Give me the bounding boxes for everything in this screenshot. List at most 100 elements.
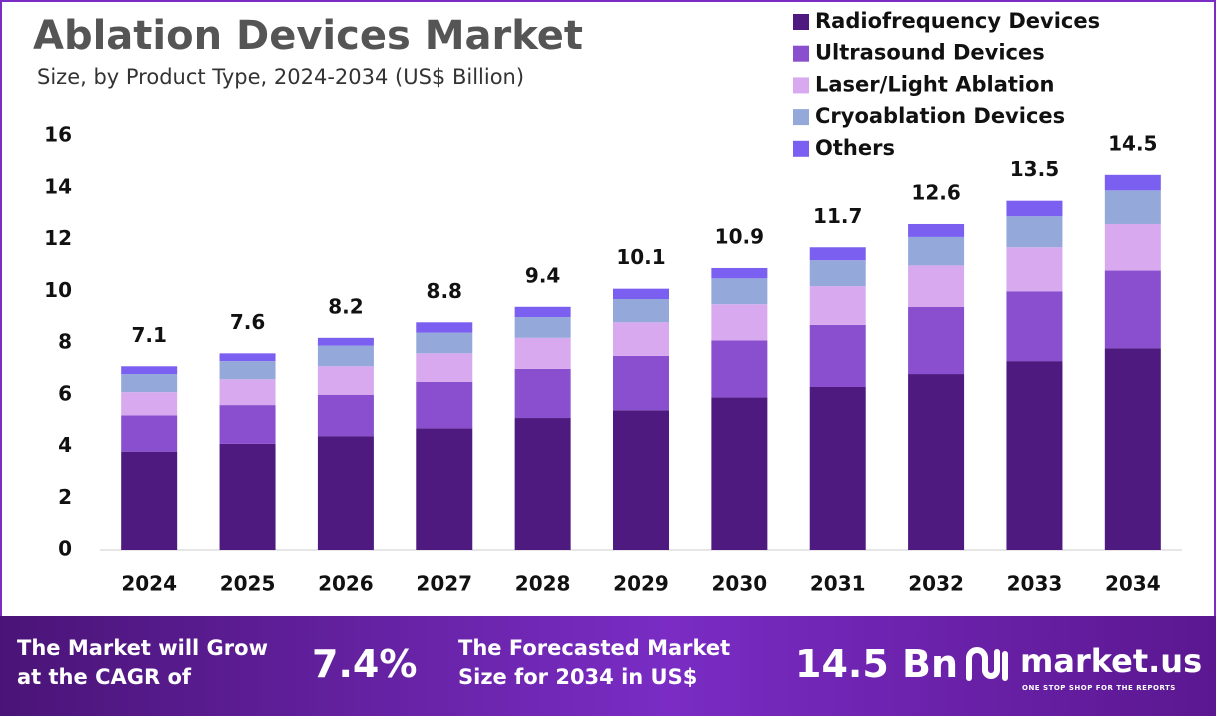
bar-segment — [416, 428, 473, 550]
bar-segment — [416, 353, 473, 382]
total-label: 12.6 — [911, 180, 960, 204]
bar-segment — [908, 236, 965, 266]
bar-segment — [219, 405, 276, 444]
chart: Ablation Devices Market Size, by Product… — [0, 0, 1216, 616]
bar-segment — [317, 436, 374, 550]
bar-segment — [514, 317, 571, 338]
x-tick-label: 2032 — [908, 572, 964, 596]
bar-segment — [1006, 291, 1063, 362]
total-label: 8.2 — [328, 294, 363, 318]
bar-segment — [711, 340, 768, 398]
y-tick-label: 12 — [44, 226, 72, 250]
tagline: ONE STOP SHOP FOR THE REPORTS — [1022, 684, 1176, 692]
bar-segment — [121, 415, 178, 452]
logo-icon — [966, 647, 1008, 681]
x-tick-label: 2025 — [220, 572, 276, 596]
total-label: 13.5 — [1010, 157, 1059, 181]
bar-segment — [317, 366, 374, 395]
x-tick-label: 2029 — [613, 572, 669, 596]
bar-segment — [809, 247, 866, 261]
bar-segment — [121, 366, 178, 375]
bar-segment — [1104, 190, 1161, 224]
bar-segment — [711, 304, 768, 341]
bar-segment — [908, 223, 965, 237]
total-label: 11.7 — [813, 204, 862, 228]
bar-segment — [613, 355, 669, 411]
bar-segment — [908, 306, 965, 375]
y-tick-label: 16 — [44, 123, 72, 147]
bar-segment — [514, 306, 571, 318]
size-value: 14.5 Bn — [795, 642, 959, 686]
x-tick-label: 2024 — [121, 572, 177, 596]
y-tick-label: 8 — [58, 330, 72, 354]
total-label: 10.9 — [715, 224, 764, 248]
bar-segment — [219, 443, 276, 550]
x-tick-label: 2031 — [810, 572, 866, 596]
bar-segment — [219, 361, 276, 380]
x-tick-label: 2033 — [1007, 572, 1063, 596]
bar-segment — [711, 397, 768, 550]
bar-segment — [711, 267, 768, 279]
bar-segment — [1104, 174, 1161, 191]
legend-label: Ultrasound Devices — [815, 41, 1045, 65]
bar-segment — [1006, 216, 1063, 248]
bar-segment — [317, 337, 374, 346]
y-tick-label: 0 — [58, 537, 72, 561]
bar-segment — [317, 394, 374, 437]
bar-segment — [1104, 270, 1161, 349]
total-label: 9.4 — [525, 263, 560, 287]
bar-segment — [416, 332, 473, 354]
y-tick-label: 2 — [58, 485, 72, 509]
total-label: 7.6 — [230, 310, 265, 334]
bar-segment — [219, 379, 276, 406]
legend-swatch — [793, 45, 809, 62]
cagr-value: 7.4% — [312, 642, 418, 686]
y-tick-label: 10 — [44, 278, 72, 302]
bar-segment — [416, 322, 473, 333]
bar-segment — [514, 418, 571, 550]
x-tick-label: 2034 — [1105, 572, 1161, 596]
legend-swatch — [793, 77, 809, 94]
bar-segment — [809, 386, 866, 550]
size-text: The Forecasted Market Size for 2034 in U… — [458, 636, 731, 689]
legend-swatch — [793, 14, 809, 30]
bar-segment — [1006, 200, 1063, 217]
legend-label: Radiofrequency Devices — [815, 9, 1100, 33]
brand: market.us — [1020, 642, 1203, 680]
footer: The Market will Grow at the CAGR of 7.4%… — [0, 616, 1216, 716]
frame — [0, 0, 1216, 616]
bar-segment — [809, 260, 866, 287]
total-label: 14.5 — [1108, 131, 1157, 155]
bar-segment — [613, 322, 669, 356]
bar-segment — [1006, 361, 1063, 550]
x-tick-label: 2026 — [318, 572, 374, 596]
bar-segment — [121, 374, 178, 393]
bar-segment — [613, 288, 669, 300]
x-tick-label: 2030 — [712, 572, 768, 596]
y-tick-label: 14 — [44, 174, 72, 198]
x-tick-label: 2027 — [416, 572, 472, 596]
bar-segment — [514, 368, 571, 419]
bar-segment — [416, 381, 473, 429]
bar-segment — [809, 286, 866, 325]
chart-subtitle: Size, by Product Type, 2024-2034 (US$ Bi… — [37, 65, 524, 89]
total-label: 7.1 — [131, 323, 166, 347]
chart-title: Ablation Devices Market — [33, 13, 583, 59]
bar-segment — [908, 265, 965, 307]
legend-label: Laser/Light Ablation — [815, 72, 1055, 96]
bar-segment — [711, 278, 768, 305]
total-label: 10.1 — [616, 245, 665, 269]
legend-swatch — [793, 109, 809, 126]
bar-segment — [613, 410, 669, 550]
total-label: 8.8 — [427, 279, 462, 303]
legend-swatch — [793, 140, 809, 157]
bar-segment — [613, 299, 669, 323]
y-tick-label: 4 — [58, 433, 72, 457]
bar-segment — [1006, 247, 1063, 292]
bar-segment — [1104, 223, 1161, 271]
bar-segment — [121, 451, 178, 550]
bar-segment — [908, 374, 965, 550]
x-tick-label: 2028 — [515, 572, 571, 596]
bar-segment — [1104, 348, 1161, 550]
